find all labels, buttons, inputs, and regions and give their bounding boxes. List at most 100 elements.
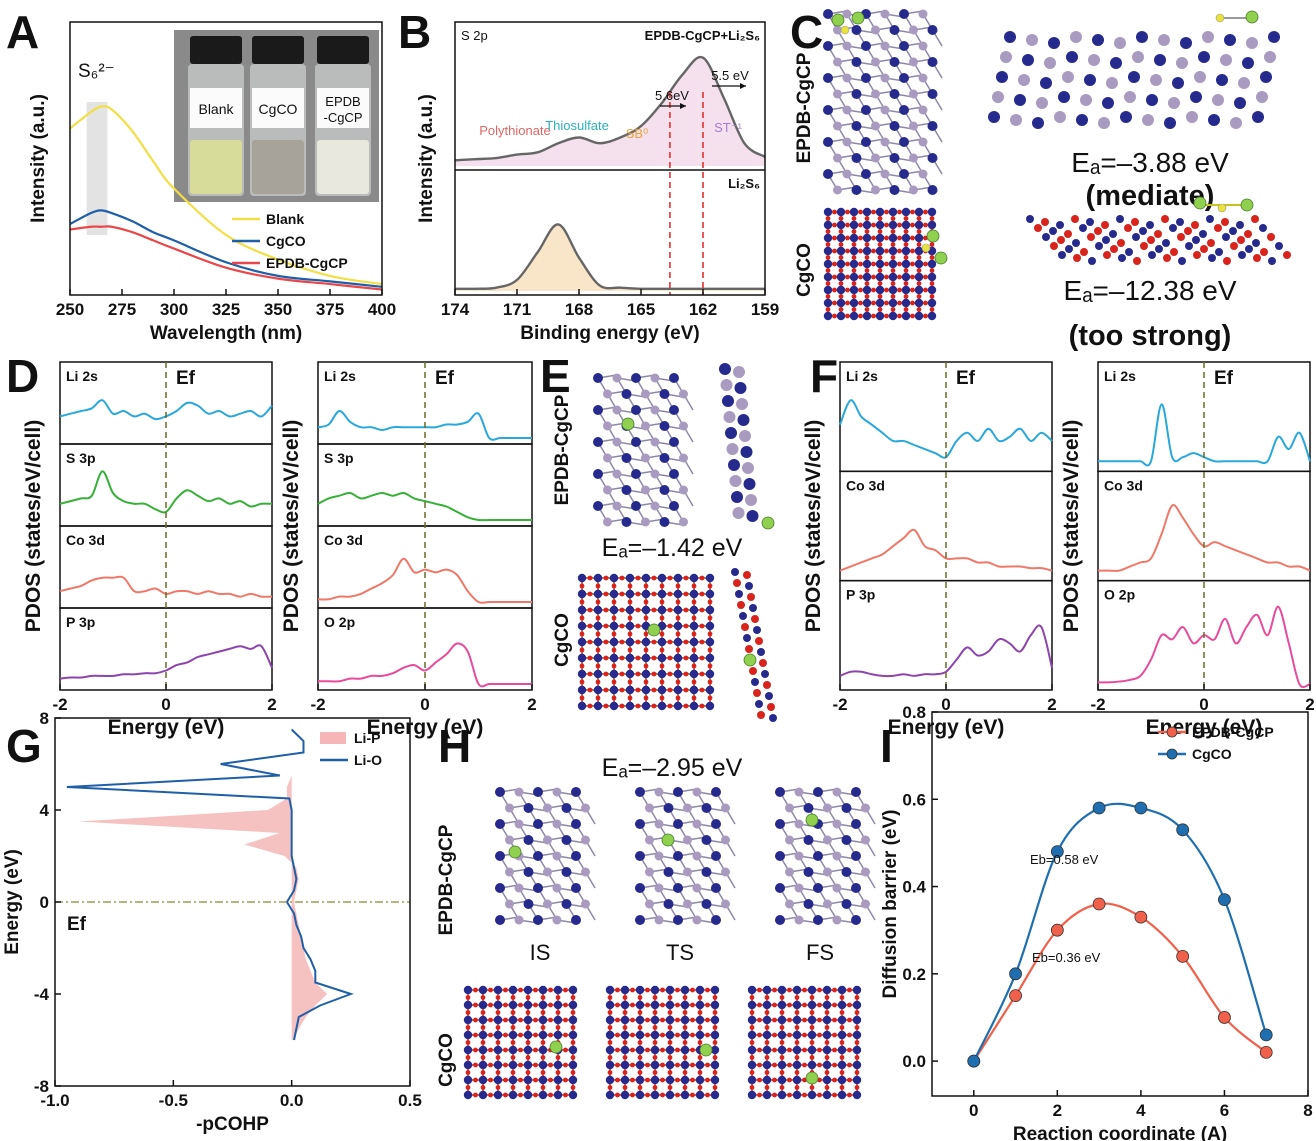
li-atom bbox=[622, 418, 634, 430]
atom bbox=[847, 1003, 852, 1008]
atom bbox=[795, 916, 804, 925]
atom bbox=[708, 632, 713, 637]
atom bbox=[1056, 221, 1064, 229]
atom bbox=[750, 1085, 755, 1090]
atom bbox=[580, 632, 585, 637]
atom bbox=[593, 405, 603, 415]
point bbox=[1093, 898, 1105, 910]
atom bbox=[751, 678, 759, 686]
atom bbox=[606, 1076, 614, 1084]
atom bbox=[578, 654, 586, 662]
atom bbox=[810, 1025, 815, 1030]
atom bbox=[889, 260, 897, 268]
atom bbox=[631, 373, 641, 383]
atom bbox=[610, 590, 618, 598]
atom bbox=[660, 1033, 665, 1038]
atom bbox=[692, 616, 697, 621]
atom bbox=[863, 286, 871, 294]
atom bbox=[713, 1010, 718, 1015]
atom bbox=[919, 170, 928, 179]
atom bbox=[608, 1055, 613, 1060]
atom bbox=[539, 1076, 547, 1084]
atom bbox=[495, 819, 505, 829]
atom bbox=[631, 501, 641, 511]
atom bbox=[1036, 97, 1048, 109]
atom bbox=[1224, 34, 1236, 46]
atom bbox=[749, 604, 757, 612]
x-tick-label: 250 bbox=[56, 300, 84, 319]
x-axis-label: Reaction coordinate (A) bbox=[1013, 1124, 1227, 1141]
atom bbox=[851, 883, 861, 893]
atom bbox=[660, 648, 665, 653]
atom bbox=[884, 275, 889, 280]
atom bbox=[524, 1001, 532, 1009]
atom bbox=[623, 1085, 628, 1090]
atom bbox=[863, 260, 871, 268]
atom bbox=[1084, 74, 1096, 86]
atom bbox=[890, 89, 900, 99]
atom bbox=[736, 398, 748, 410]
y-tick-label: 4 bbox=[40, 801, 50, 820]
atom bbox=[719, 363, 731, 375]
atom bbox=[554, 1031, 562, 1039]
atom bbox=[824, 260, 832, 268]
atom bbox=[923, 262, 928, 267]
atom bbox=[851, 819, 861, 829]
atom bbox=[884, 288, 889, 293]
atom bbox=[631, 469, 641, 479]
atom bbox=[1073, 254, 1081, 262]
atom bbox=[668, 688, 673, 693]
atom bbox=[524, 1091, 532, 1099]
atom bbox=[1256, 91, 1268, 103]
x-tick-label: -0.5 bbox=[159, 1091, 188, 1110]
atom bbox=[778, 1046, 786, 1054]
atom bbox=[610, 654, 618, 662]
atom bbox=[675, 1063, 680, 1068]
atom bbox=[845, 249, 850, 254]
atom bbox=[853, 1001, 861, 1009]
atom bbox=[692, 696, 697, 701]
atom bbox=[837, 286, 845, 294]
vial-cap bbox=[190, 36, 242, 64]
atom bbox=[660, 616, 665, 621]
atom bbox=[571, 851, 581, 861]
atom bbox=[876, 273, 884, 281]
atom bbox=[675, 1033, 680, 1038]
atom bbox=[571, 1025, 576, 1030]
atom bbox=[750, 1025, 755, 1030]
atom bbox=[700, 704, 705, 709]
atom bbox=[823, 1091, 831, 1099]
atom bbox=[1180, 37, 1192, 49]
row-label: CgCO bbox=[552, 613, 573, 667]
atom bbox=[910, 249, 915, 254]
atom bbox=[610, 686, 618, 694]
x-tick-label: 375 bbox=[316, 300, 344, 319]
atom bbox=[706, 686, 714, 694]
atom bbox=[511, 1025, 516, 1030]
atom bbox=[638, 1025, 643, 1030]
atom bbox=[623, 1040, 628, 1045]
atom bbox=[533, 851, 543, 861]
subplot-label: Li 2s bbox=[324, 368, 356, 384]
atom bbox=[1246, 37, 1258, 49]
atom bbox=[653, 1040, 658, 1045]
atom bbox=[871, 223, 876, 228]
atom bbox=[548, 1033, 553, 1038]
atom bbox=[1207, 239, 1215, 247]
atom bbox=[778, 1001, 786, 1009]
atom bbox=[548, 1003, 553, 1008]
atom bbox=[509, 1001, 517, 1009]
x-axis-label: -pCOHP bbox=[196, 1114, 269, 1135]
atom bbox=[473, 1003, 478, 1008]
atom bbox=[1212, 94, 1224, 106]
atom bbox=[692, 584, 697, 589]
atom bbox=[645, 836, 654, 845]
atom bbox=[518, 988, 523, 993]
atom bbox=[651, 1061, 659, 1069]
atom bbox=[871, 26, 880, 35]
atom bbox=[479, 1046, 487, 1054]
atom bbox=[1234, 97, 1246, 109]
atom bbox=[733, 579, 741, 587]
atom bbox=[843, 138, 852, 147]
x-tick-label: 8 bbox=[1303, 1101, 1312, 1120]
